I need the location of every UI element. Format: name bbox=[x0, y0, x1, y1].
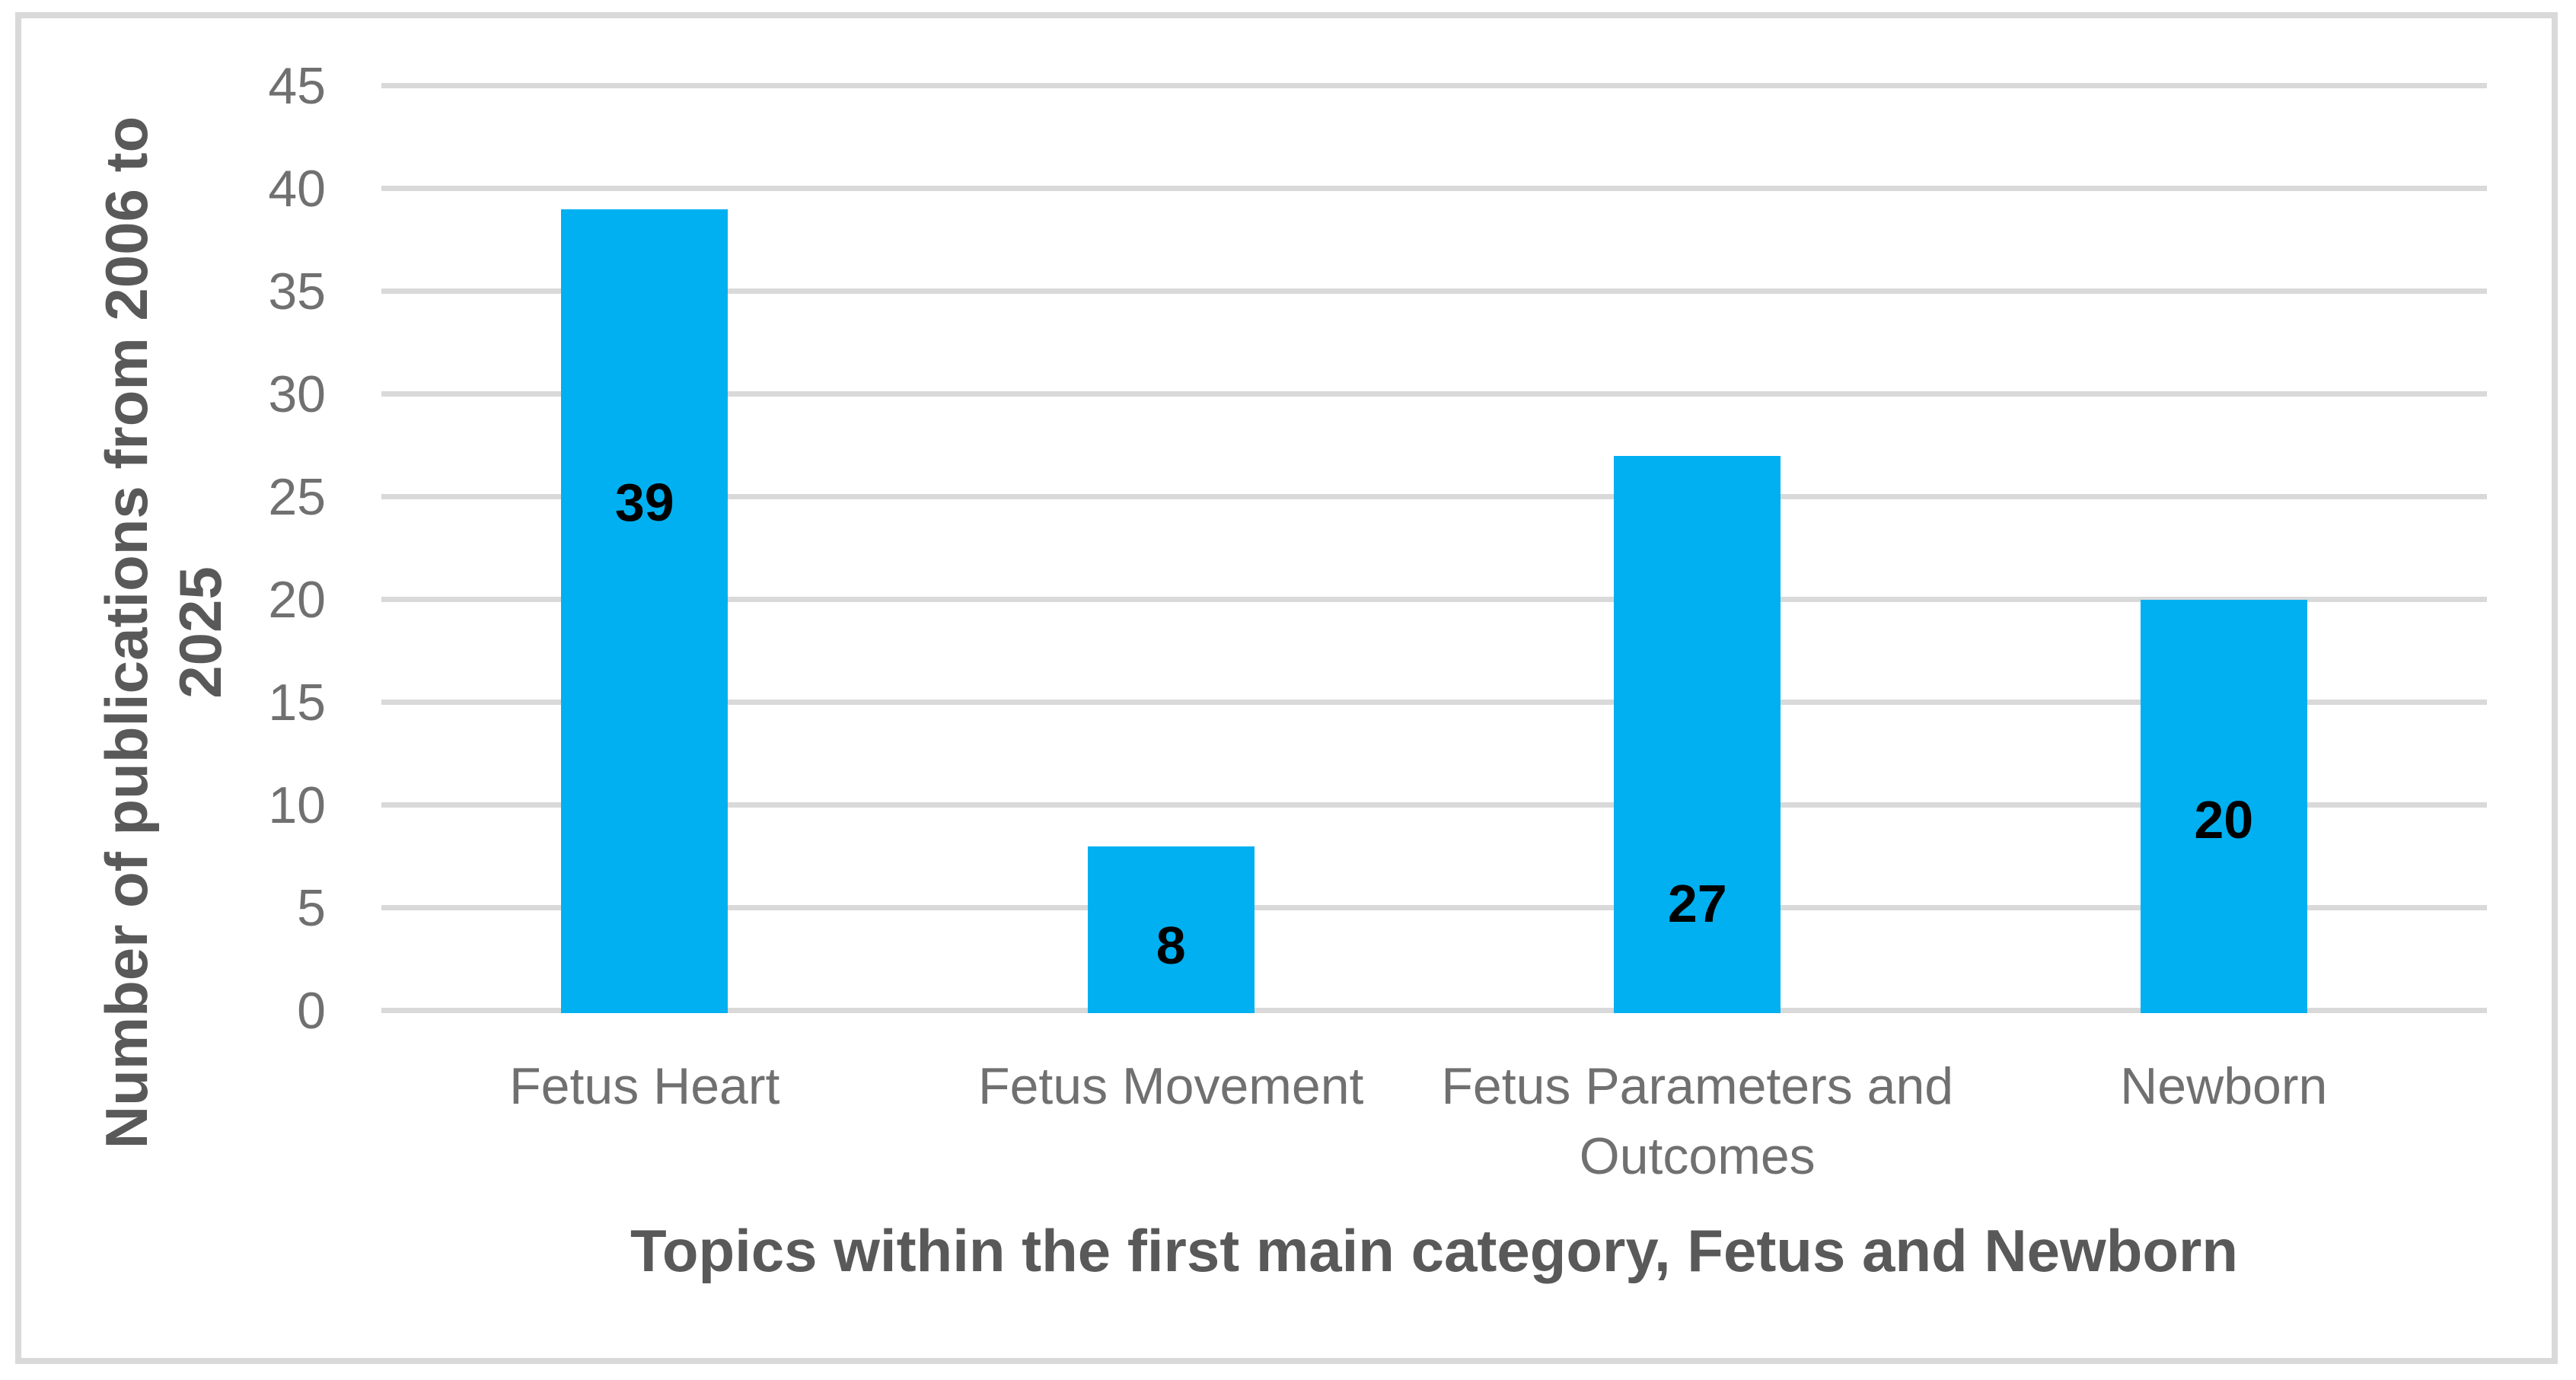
gridline-10 bbox=[381, 802, 2487, 808]
bar-1 bbox=[561, 209, 728, 1013]
x-category-label-text-3: Fetus Parameters and Outcomes bbox=[1441, 1057, 1954, 1185]
bar-2 bbox=[1087, 846, 1255, 1013]
bar-3 bbox=[1614, 455, 1781, 1013]
gridline-0 bbox=[381, 1008, 2487, 1013]
gridline-25 bbox=[381, 494, 2487, 499]
x-category-label-text-1: Fetus Heart bbox=[509, 1057, 780, 1115]
x-category-label-text-2: Fetus Movement bbox=[978, 1057, 1364, 1115]
x-category-label-1: Fetus Heart bbox=[381, 1051, 908, 1121]
y-tick-label-45: 45 bbox=[268, 56, 326, 115]
y-tick-label-25: 25 bbox=[268, 467, 326, 526]
bar-4 bbox=[2140, 599, 2307, 1013]
bar-value-label-1: 39 bbox=[614, 473, 674, 532]
y-tick-label-20: 20 bbox=[268, 570, 326, 629]
y-tick-label-30: 30 bbox=[268, 365, 326, 423]
y-tick-label-40: 40 bbox=[268, 159, 326, 218]
y-tick-label-35: 35 bbox=[268, 262, 326, 320]
bar-value-label-3: 27 bbox=[1667, 874, 1727, 933]
x-axis-title: Topics within the first main category, F… bbox=[630, 1217, 2239, 1284]
gridline-5 bbox=[381, 905, 2487, 910]
x-category-label-text-4: Newborn bbox=[2120, 1057, 2328, 1115]
bar-value-label-4: 20 bbox=[2194, 790, 2254, 849]
gridline-35 bbox=[381, 288, 2487, 294]
gridline-15 bbox=[381, 700, 2487, 705]
x-category-label-3: Fetus Parameters and Outcomes bbox=[1434, 1051, 1961, 1191]
y-tick-label-0: 0 bbox=[297, 981, 326, 1040]
y-tick-label-5: 5 bbox=[297, 878, 326, 937]
bar-value-label-2: 8 bbox=[1156, 916, 1186, 975]
figure-border bbox=[15, 12, 2558, 1364]
gridline-45 bbox=[381, 83, 2487, 88]
x-category-label-2: Fetus Movement bbox=[908, 1051, 1435, 1121]
gridline-30 bbox=[381, 391, 2487, 397]
gridline-40 bbox=[381, 186, 2487, 191]
x-category-label-4: Newborn bbox=[1961, 1051, 2488, 1121]
gridline-20 bbox=[381, 597, 2487, 602]
y-tick-label-10: 10 bbox=[268, 776, 326, 834]
y-tick-label-15: 15 bbox=[268, 673, 326, 731]
